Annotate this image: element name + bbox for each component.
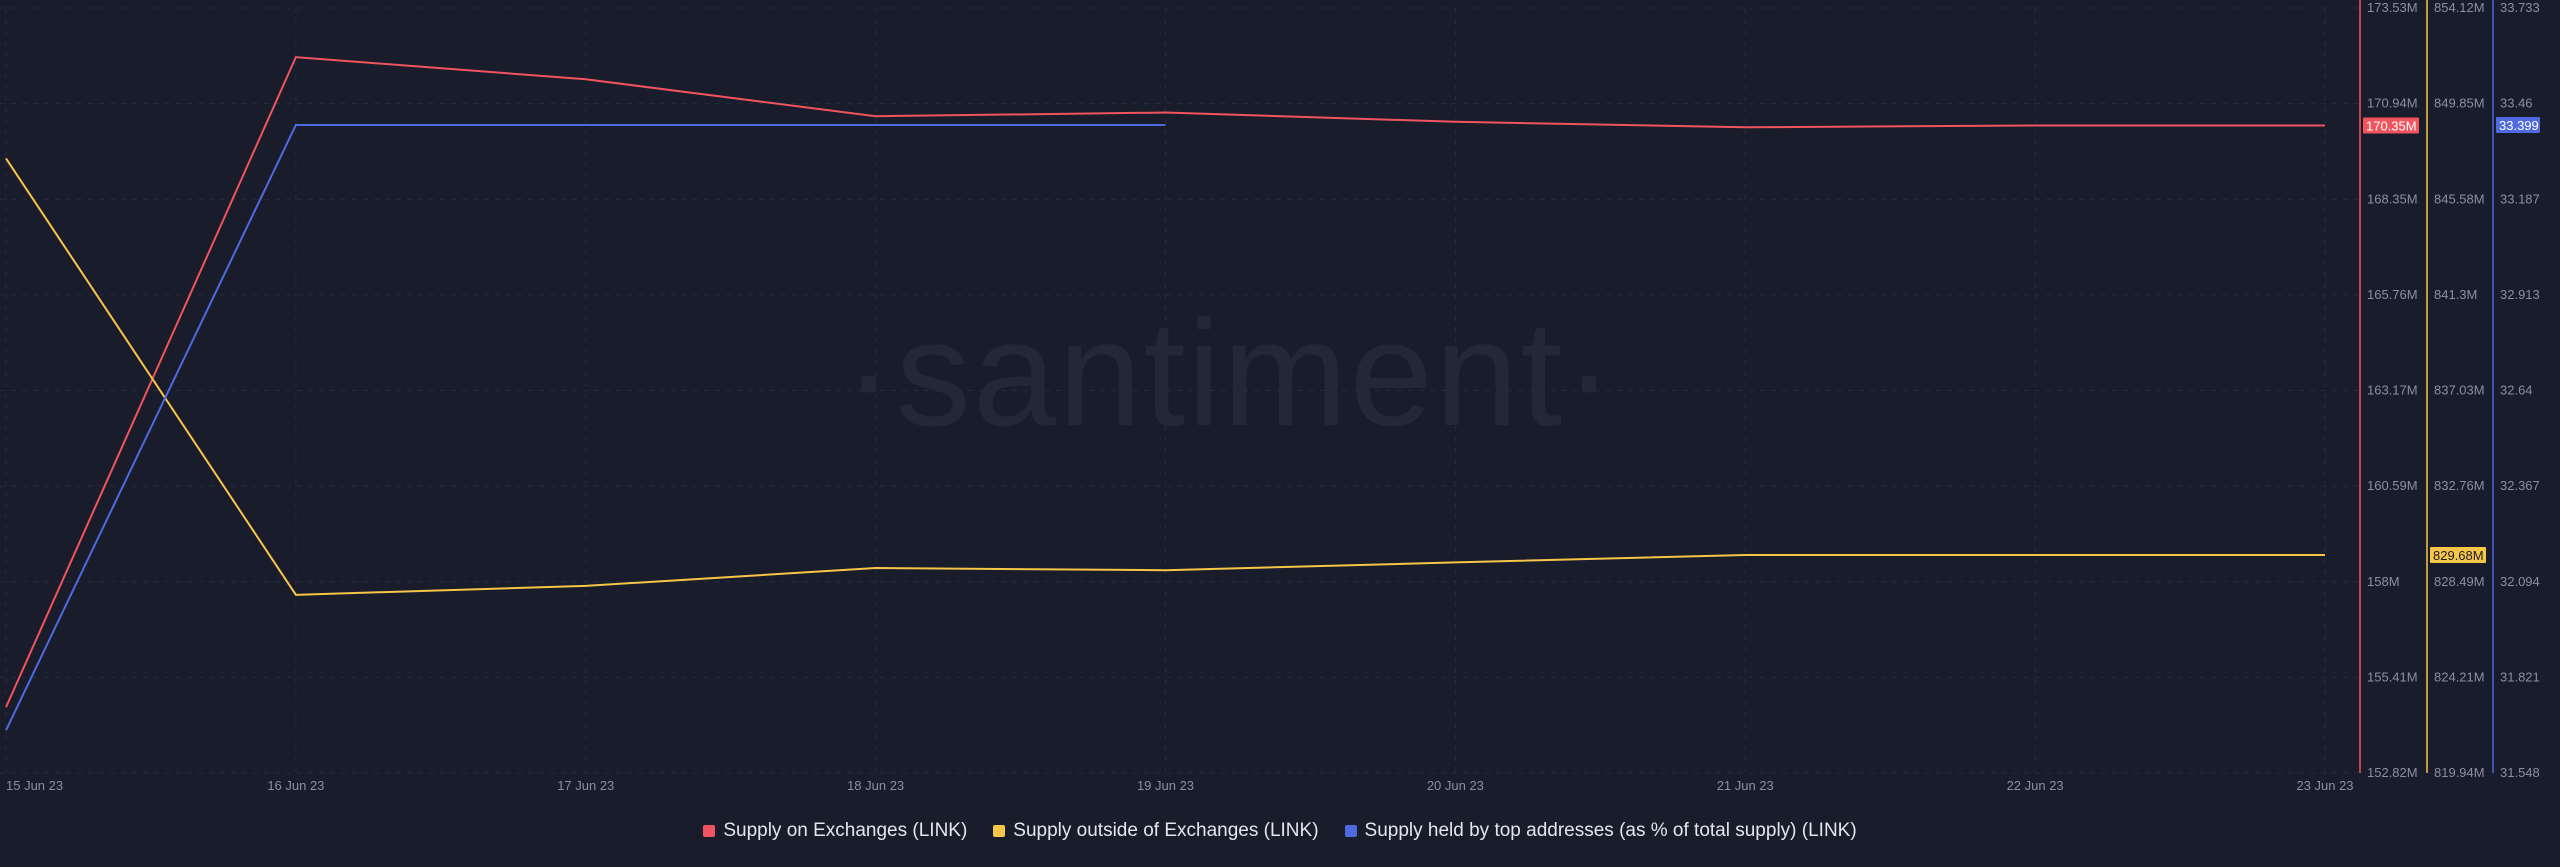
watermark: ·santiment· [844,289,1616,457]
series-line-exchanges [5,56,2325,708]
x-axis-ticks: 15 Jun 23 16 Jun 23 17 Jun 23 18 Jun 23 19 J… [6,778,2354,793]
y-tick-label-outside: 849.85M [2434,96,2485,111]
y-tick-label-top: 33.187 [2500,191,2540,206]
y-tick-label-outside: 841.3M [2434,287,2477,302]
last-value-badge [2430,547,2486,564]
last-value-badge [2363,117,2419,134]
legend-label: Supply on Exchanges (LINK) [723,820,968,841]
x-tick-label: 22 Jun 23 [2007,778,2064,793]
x-tick-label: 23 Jun 23 [2296,778,2353,793]
x-tick-label: 20 Jun 23 [1427,778,1484,793]
y-tick-label-exchanges: 152.82M [2367,765,2418,780]
y-tick-label-top: 31.548 [2500,765,2540,780]
legend-label: Supply outside of Exchanges (LINK) [1013,820,1319,841]
y-tick-label-exchanges: 170.94M [2367,96,2418,111]
legend: Supply on Exchanges (LINK) Supply outside… [0,820,2560,842]
last-value-label: 170.35M [2366,118,2417,133]
x-tick-label: 19 Jun 23 [1137,778,1194,793]
y-tick-label-exchanges: 158M [2367,574,2400,589]
y-tick-label-outside: 845.58M [2434,191,2485,206]
legend-swatch [993,825,1006,837]
series-lines [5,56,2325,731]
y-axes: 173.53M 170.94M 168.35M 165.76M 163.17M 160.5… [2359,0,2540,780]
last-value-badge [2496,116,2540,133]
y-tick-label-outside: 854.12M [2434,0,2485,15]
y-tick-label-outside: 837.03M [2434,383,2485,398]
legend-item[interactable]: Supply on Exchanges (LINK) [703,820,967,842]
y-tick-label-top: 31.821 [2500,669,2540,684]
x-tick-label: 17 Jun 23 [557,778,614,793]
y-tick-label-outside: 819.94M [2434,765,2485,780]
y-tick-label-outside: 832.76M [2434,478,2485,493]
y-tick-label-exchanges: 165.76M [2367,287,2418,302]
y-tick-label-exchanges: 168.35M [2367,191,2418,206]
y-tick-label-exchanges: 173.53M [2367,0,2418,15]
y-tick-label-top: 32.367 [2500,478,2540,493]
y-tick-label-top: 32.094 [2500,574,2540,589]
y-tick-label-top: 33.733 [2500,0,2540,15]
legend-swatch [703,825,716,837]
x-tick-label: 18 Jun 23 [847,778,904,793]
y-tick-label-outside: 828.49M [2434,574,2485,589]
last-value-badges: 170.35M 829.68M 33.399 [2363,116,2540,564]
legend-item[interactable]: Supply outside of Exchanges (LINK) [993,820,1319,842]
x-tick-label: 21 Jun 23 [1717,778,1774,793]
y-tick-label-top: 32.913 [2500,287,2540,302]
last-value-label: 33.399 [2499,118,2539,133]
y-tick-label-outside: 824.21M [2434,669,2485,684]
x-tick-label: 15 Jun 23 [6,778,63,793]
x-tick-label: 16 Jun 23 [267,778,324,793]
y-tick-label-exchanges: 160.59M [2367,478,2418,493]
legend-item[interactable]: Supply held by top addresses (as % of to… [1344,820,1857,842]
grid [0,7,2360,774]
series-line-top [5,123,1166,731]
y-tick-label-exchanges: 163.17M [2367,383,2418,398]
legend-swatch [1344,825,1357,837]
series-line-outside [5,157,2325,596]
y-tick-label-top: 33.46 [2500,96,2533,111]
legend-label: Supply held by top addresses (as % of to… [1364,820,1857,841]
last-value-label: 829.68M [2433,548,2484,563]
y-tick-label-top: 32.64 [2500,383,2533,398]
y-tick-label-exchanges: 155.41M [2367,669,2418,684]
